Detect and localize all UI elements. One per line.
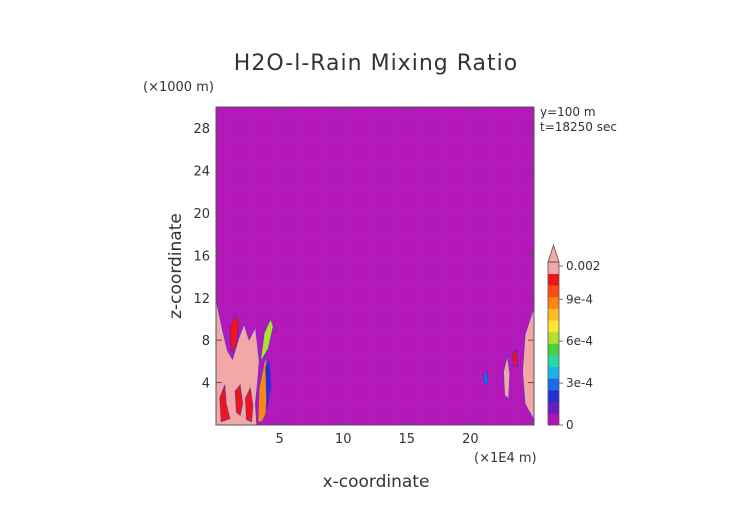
colorbar-swatch bbox=[548, 308, 559, 321]
colorbar-label: 9e-4 bbox=[566, 292, 593, 306]
colorbar-swatch bbox=[548, 401, 559, 414]
rain-region-2 bbox=[234, 383, 244, 417]
colorbar-label: 0.002 bbox=[566, 259, 600, 273]
x-tick-label: 15 bbox=[399, 432, 416, 447]
colorbar-frame bbox=[547, 261, 560, 426]
annotation-y: y=100 m bbox=[540, 105, 596, 119]
chart-title: H2O-l-Rain Mixing Ratio bbox=[234, 51, 518, 76]
rain-region-6 bbox=[260, 317, 274, 362]
y-axis-ticks: 4 8 12 16 20 24 28 bbox=[193, 122, 534, 392]
x-tick-label: 5 bbox=[275, 432, 283, 447]
colorbar-swatch bbox=[548, 366, 559, 379]
y-tick-label: 24 bbox=[193, 165, 210, 180]
rain-region-4 bbox=[229, 313, 240, 352]
colorbar-swatch bbox=[548, 285, 559, 298]
colorbar-label: 6e-4 bbox=[566, 334, 593, 348]
rain-region-7 bbox=[265, 360, 272, 410]
rain-region-11 bbox=[482, 371, 489, 386]
y-tick-label: 8 bbox=[202, 334, 210, 349]
colorbar-swatch bbox=[548, 331, 559, 344]
plot-area bbox=[215, 106, 535, 426]
colorbar-extend-arrow bbox=[547, 243, 560, 263]
x-axis-ticks: 5 10 15 20 bbox=[275, 107, 479, 447]
colorbar-swatch bbox=[548, 413, 559, 426]
plot-grid bbox=[216, 107, 534, 425]
data-regions bbox=[215, 299, 535, 426]
x-unit-label: (×1E4 m) bbox=[474, 451, 537, 466]
colorbar-swatch bbox=[548, 296, 559, 309]
rain-region-9 bbox=[503, 356, 511, 400]
colorbar-label: 3e-4 bbox=[566, 376, 593, 390]
colorbar-swatch bbox=[548, 355, 559, 368]
colorbar: 0 3e-4 6e-4 9e-4 0.002 bbox=[547, 243, 600, 432]
y-tick-label: 4 bbox=[202, 377, 210, 392]
y-tick-label: 16 bbox=[193, 249, 210, 264]
colorbar-label: 0 bbox=[566, 418, 574, 432]
y-tick-label: 28 bbox=[193, 122, 210, 137]
plot-frame bbox=[215, 106, 535, 426]
y-unit-label: (×1000 m) bbox=[143, 80, 214, 95]
y-axis-label: z-coordinate bbox=[166, 213, 186, 319]
rain-region-10 bbox=[511, 350, 518, 368]
y-tick-label: 20 bbox=[193, 207, 210, 222]
rain-region-3 bbox=[244, 386, 254, 423]
annotation-t: t=18250 sec bbox=[540, 120, 617, 134]
x-tick-label: 10 bbox=[335, 432, 352, 447]
colorbar-swatch bbox=[548, 262, 559, 274]
colorbar-swatch bbox=[548, 273, 559, 286]
colorbar-swatch bbox=[548, 320, 559, 333]
y-tick-label: 12 bbox=[193, 292, 210, 307]
x-axis-label: x-coordinate bbox=[323, 472, 430, 492]
rain-region-1 bbox=[219, 384, 231, 423]
x-tick-label: 20 bbox=[462, 432, 479, 447]
colorbar-swatch bbox=[548, 343, 559, 356]
colorbar-swatch bbox=[548, 390, 559, 403]
colorbar-swatch bbox=[548, 378, 559, 391]
